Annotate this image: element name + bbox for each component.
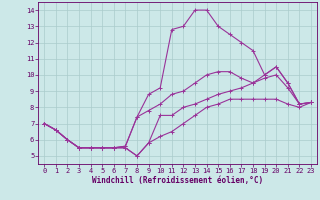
- X-axis label: Windchill (Refroidissement éolien,°C): Windchill (Refroidissement éolien,°C): [92, 176, 263, 185]
